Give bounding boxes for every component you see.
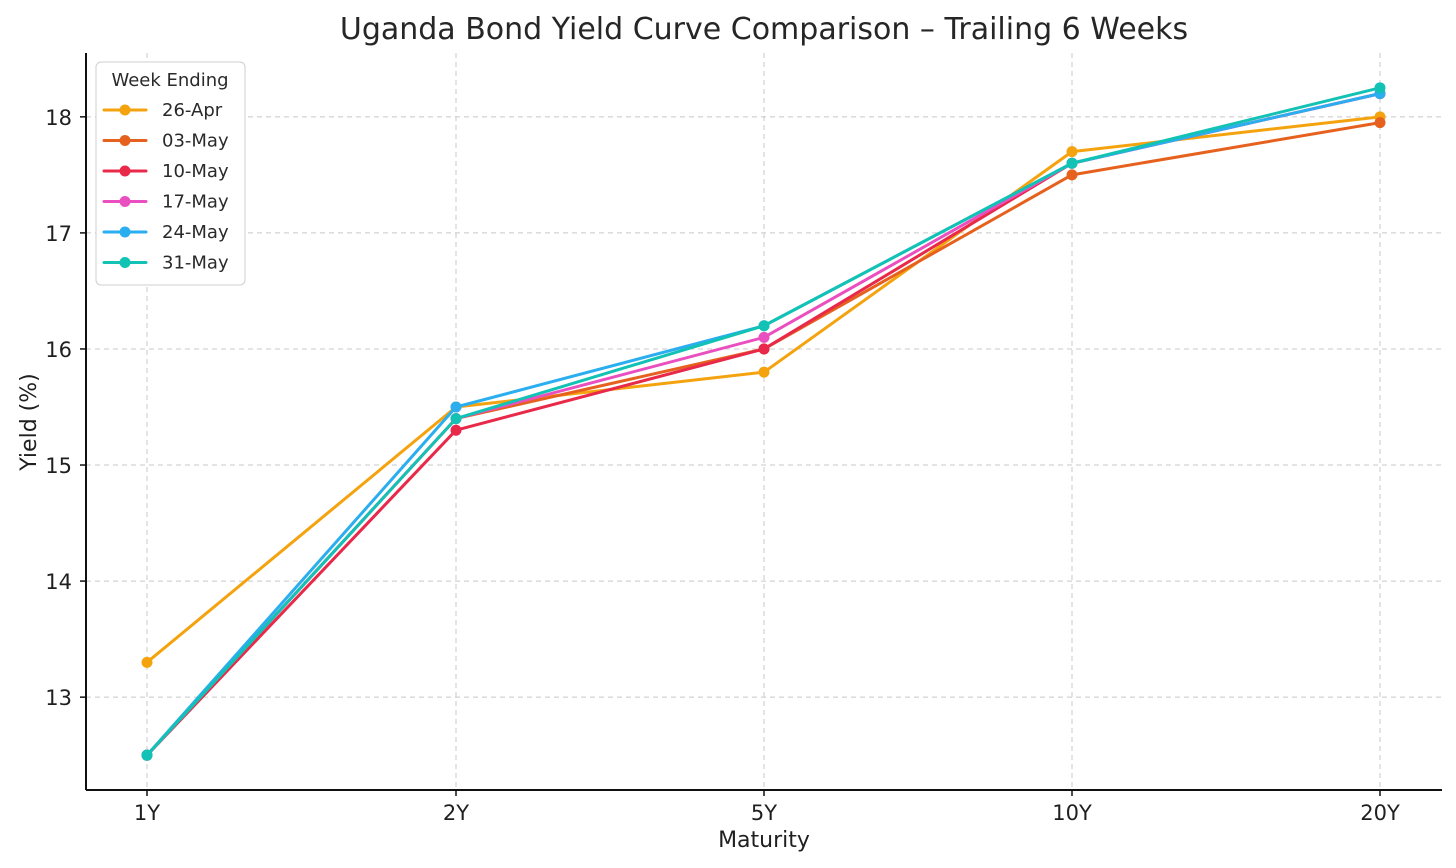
series-point-17-may-5y xyxy=(758,331,770,343)
legend-items: 26-Apr 03-May 10-May 17-May 24-May 31-May xyxy=(102,100,229,274)
x-tick-label-10y: 10Y xyxy=(1052,801,1092,825)
series-point-26-apr-5y xyxy=(758,366,770,378)
legend-marker-03-may xyxy=(119,135,131,146)
series-point-03-may-20y xyxy=(1374,117,1386,129)
legend-marker-31-may xyxy=(119,257,131,268)
series-point-10-may-2y xyxy=(450,424,462,436)
legend-item-03-may: 03-May xyxy=(102,131,229,152)
legend: Week Ending 26-Apr 03-May 10-May 17-May 24-M… xyxy=(95,61,246,286)
legend-item-31-may: 31-May xyxy=(102,253,229,274)
chart-title: Uganda Bond Yield Curve Comparison – Tra… xyxy=(340,12,1188,47)
series-point-03-may-10y xyxy=(1066,169,1078,181)
series-point-31-may-10y xyxy=(1066,157,1078,169)
y-tick-label-14: 14 xyxy=(45,570,72,594)
legend-marker-17-may xyxy=(119,196,131,207)
series-point-31-may-2y xyxy=(450,413,462,425)
legend-box xyxy=(95,61,246,286)
series-point-10-may-5y xyxy=(758,343,770,355)
series-point-26-apr-10y xyxy=(1066,146,1078,158)
legend-item-24-may: 24-May xyxy=(102,222,229,243)
legend-label-31-may: 31-May xyxy=(162,253,229,274)
y-tick-label-13: 13 xyxy=(45,686,72,710)
legend-label-03-may: 03-May xyxy=(162,131,229,152)
y-axis-label: Yield (%) xyxy=(17,373,42,471)
series-point-26-apr-1y xyxy=(141,656,153,668)
axes-layer xyxy=(80,53,1442,796)
y-tick-label-17: 17 xyxy=(45,222,72,246)
legend-item-10-may: 10-May xyxy=(102,161,229,182)
tick-labels-layer: 13 14 15 16 17 18 1Y 2Y 5Y 10Y 20Y xyxy=(45,106,1400,825)
legend-label-26-apr: 26-Apr xyxy=(162,100,223,121)
legend-label-10-may: 10-May xyxy=(162,161,229,182)
x-tick-label-20y: 20Y xyxy=(1360,801,1400,825)
legend-marker-24-may xyxy=(119,226,131,238)
legend-label-24-may: 24-May xyxy=(162,222,229,243)
y-tick-label-15: 15 xyxy=(45,454,72,478)
legend-marker-26-apr xyxy=(119,104,131,116)
y-tick-label-18: 18 xyxy=(45,106,72,130)
legend-item-26-apr: 26-Apr xyxy=(102,100,223,121)
series-31-may xyxy=(141,82,1386,761)
series-layer xyxy=(141,82,1386,761)
series-point-24-may-2y xyxy=(450,401,462,413)
series-point-31-may-20y xyxy=(1374,82,1386,94)
legend-marker-10-may xyxy=(119,165,131,177)
x-tick-label-2y: 2Y xyxy=(443,801,469,825)
legend-title: Week Ending xyxy=(111,70,228,91)
y-tick-label-16: 16 xyxy=(45,338,72,362)
series-point-31-may-1y xyxy=(141,749,153,761)
x-tick-label-1y: 1Y xyxy=(134,801,160,825)
legend-label-17-may: 17-May xyxy=(162,192,229,213)
series-point-31-may-5y xyxy=(758,320,770,332)
x-tick-label-5y: 5Y xyxy=(751,801,777,825)
x-axis-label: Maturity xyxy=(718,828,810,853)
legend-item-17-may: 17-May xyxy=(102,192,229,213)
